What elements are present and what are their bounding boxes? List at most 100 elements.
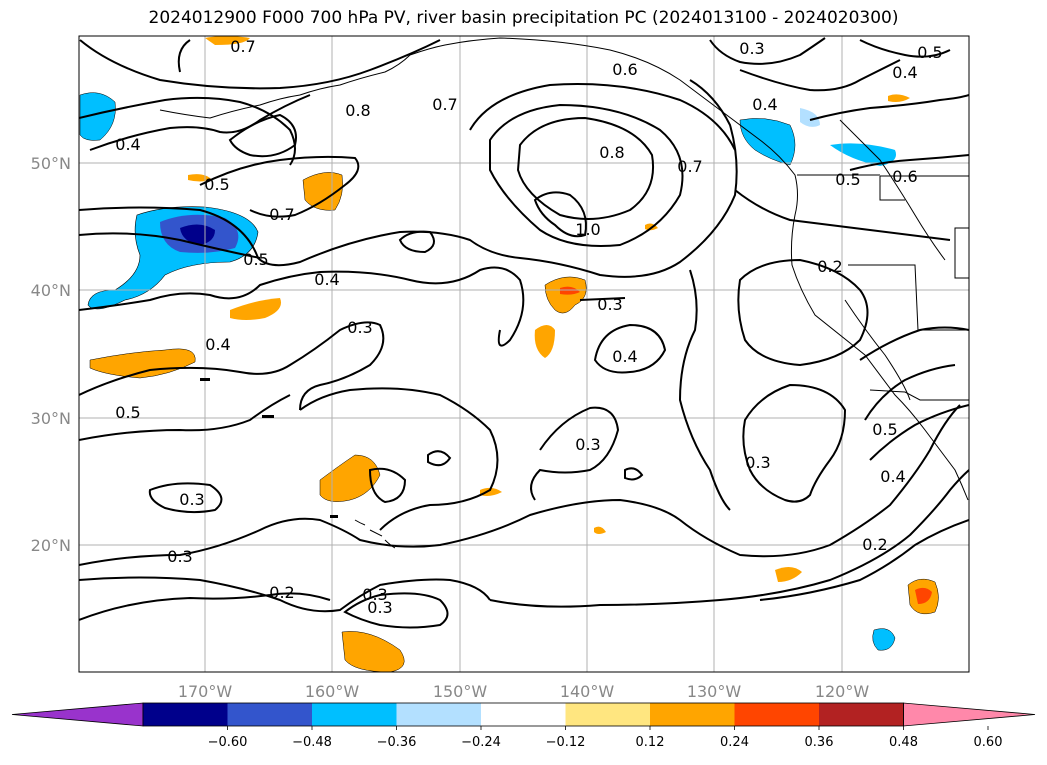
colorbar-bin — [312, 703, 397, 726]
contour-label: 0.6 — [892, 167, 917, 186]
contour-label: 0.4 — [205, 335, 230, 354]
contour-label: 0.7 — [269, 205, 294, 224]
lon-ticks: 170°W 160°W 150°W 140°W 130°W 120°W — [178, 682, 870, 701]
shade-neg-3 — [180, 224, 215, 245]
contour-line — [593, 323, 667, 374]
contour-line — [709, 37, 826, 65]
contour-label: 0.4 — [880, 467, 905, 486]
colorbar-label: −0.48 — [292, 735, 332, 750]
contour-line — [849, 154, 969, 171]
shade-pos-5 — [560, 286, 580, 295]
colorbar-label: −0.60 — [208, 735, 248, 750]
contour-label: 0.2 — [269, 583, 294, 602]
contour-label: 0.3 — [745, 453, 770, 472]
colorbar: −0.60 −0.48 −0.36 −0.24 −0.12 0.12 0.24 0.36 0.4… — [11, 702, 1036, 750]
contour-label: 0.3 — [362, 585, 387, 604]
contour-line — [469, 83, 736, 151]
contour-labels: 0.7 0.6 0.3 0.5 0.4 0.8 0.7 0.4 0.5 0.7 … — [115, 37, 942, 617]
contour-label: 1.0 — [575, 220, 600, 239]
contour-line — [624, 467, 644, 481]
shade-pos-11 — [915, 587, 932, 604]
colorbar-label: −0.12 — [546, 735, 586, 750]
contour-line — [79, 394, 291, 441]
contour-line — [368, 467, 407, 504]
contour-line — [398, 230, 435, 254]
contour-line — [79, 79, 738, 278]
contour-label: 0.4 — [612, 347, 637, 366]
shade-neg-7 — [830, 143, 896, 166]
contour-label: 0.3 — [575, 435, 600, 454]
contour-label: 0.5 — [872, 420, 897, 439]
contour-label: 0.3 — [739, 39, 764, 58]
contour-line — [199, 155, 360, 218]
contour-label: 0.5 — [835, 170, 860, 189]
lat-tick-label: 50°N — [31, 154, 71, 173]
contour-line — [79, 576, 491, 613]
contour-line — [79, 592, 331, 621]
colorbar-label: 0.36 — [805, 735, 834, 750]
lon-tick-label: 160°W — [305, 682, 360, 701]
contour-line — [859, 39, 951, 58]
contour-line — [489, 103, 684, 247]
precip-shading — [79, 36, 939, 672]
contour-line — [228, 113, 297, 158]
colorbar-label: 0.48 — [889, 735, 918, 750]
contour-label: 0.7 — [677, 157, 702, 176]
contour-line — [79, 232, 261, 259]
contour-label: 0.2 — [817, 257, 842, 276]
contour-line — [678, 269, 731, 511]
colorbar-bin — [143, 703, 228, 726]
shade-pos-1 — [302, 172, 343, 211]
colorbar-frame — [142, 702, 904, 727]
contour-label: 0.4 — [892, 63, 917, 82]
plot-frame — [78, 35, 970, 673]
colorbar-bin — [819, 703, 904, 726]
contour-line — [427, 450, 452, 467]
contour-line — [516, 116, 654, 220]
contour-line — [533, 191, 587, 238]
contour-line — [89, 94, 311, 151]
shade-pos-17 — [594, 526, 606, 534]
contour-label: 0.5 — [243, 250, 268, 269]
colorbar-bin — [734, 703, 819, 726]
plot-area — [79, 36, 969, 672]
colorbar-bin — [396, 703, 481, 726]
contour-line — [79, 321, 385, 411]
shade-pos-3 — [230, 298, 281, 320]
contour-label: 0.5 — [204, 175, 229, 194]
shade-pos-12 — [205, 36, 250, 45]
colorbar-label: 0.60 — [974, 735, 1003, 750]
contour-line — [579, 297, 626, 301]
contour-label: 0.6 — [612, 60, 637, 79]
lat-ticks: 50°N 40°N 30°N 20°N — [31, 154, 71, 555]
contour-label: 0.3 — [167, 547, 192, 566]
contour-line — [737, 258, 869, 367]
contour-line — [809, 94, 969, 121]
contour-label: 0.7 — [230, 37, 255, 56]
contour-line — [734, 189, 951, 241]
shade-pos-4 — [544, 276, 587, 314]
shade-pos-2 — [89, 348, 196, 379]
shade-pos-7 — [319, 454, 381, 502]
shade-pos-8 — [341, 631, 405, 672]
colorbar-label: −0.36 — [377, 735, 417, 750]
contour-label: 0.5 — [115, 403, 140, 422]
colorbar-bin — [481, 703, 566, 726]
pv-contours — [79, 37, 969, 629]
lon-tick-label: 140°W — [560, 682, 615, 701]
lon-tick-label: 120°W — [815, 682, 870, 701]
colorbar-bin — [650, 703, 735, 726]
contour-line — [79, 96, 296, 166]
contour-line — [869, 404, 969, 461]
contour-line — [739, 59, 901, 92]
map-title: 2024012900 F000 700 hPa PV, river basin … — [148, 8, 899, 28]
contour-line — [742, 383, 847, 503]
lat-tick-label: 30°N — [31, 409, 71, 428]
contour-line — [759, 519, 969, 601]
colorbar-bin — [565, 703, 650, 726]
shade-neg-5 — [739, 118, 796, 166]
contour-line — [530, 406, 620, 501]
contour-line — [79, 404, 961, 566]
shade-pos-9 — [775, 566, 802, 582]
